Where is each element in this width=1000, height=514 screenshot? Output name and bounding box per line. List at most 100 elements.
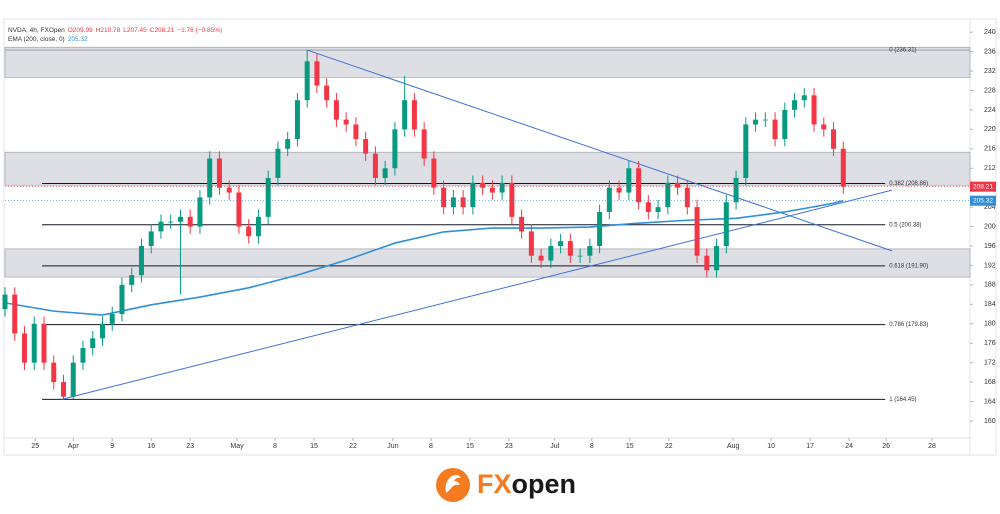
ema-price-text: 205.32 <box>973 197 993 204</box>
last-price-tag <box>970 181 996 192</box>
candle-body <box>743 124 749 178</box>
y-tick-label: 200 <box>984 223 996 230</box>
y-tick-label: 196 <box>984 243 996 250</box>
candle-body <box>499 182 505 193</box>
x-tick-label: 26 <box>882 443 890 450</box>
candle-body <box>294 100 300 140</box>
candle-body <box>548 245 554 261</box>
candle-body <box>372 153 378 178</box>
open: O209.99 <box>67 27 93 34</box>
x-tick-label: Apr <box>68 443 80 450</box>
x-tick-label: 9 <box>110 443 114 450</box>
candle-body <box>811 95 817 125</box>
candle-body <box>567 241 573 256</box>
candle-body <box>782 109 788 140</box>
x-tick-label: 28 <box>928 443 936 450</box>
zone <box>4 151 971 186</box>
y-tick-label: 192 <box>984 262 996 269</box>
ema-name: EMA (200, close, 0) <box>8 36 65 43</box>
candle-body <box>70 362 76 397</box>
candle-body <box>597 211 603 246</box>
x-tick-label: 8 <box>273 443 277 450</box>
candle-body <box>12 294 18 334</box>
y-tick-label: 184 <box>984 301 996 308</box>
candle-body <box>31 323 37 363</box>
x-tick-label: 15 <box>466 443 474 450</box>
x-tick-label: Aug <box>727 443 740 450</box>
candle-body <box>733 177 739 203</box>
high: H210.78 <box>95 27 121 34</box>
change: −1.78 (−0.85%) <box>177 27 223 34</box>
candle-body <box>382 168 388 178</box>
candle-body <box>197 197 203 227</box>
logo-fx: FX <box>477 469 512 499</box>
candle-body <box>460 197 466 208</box>
candle-body <box>255 216 261 237</box>
zone <box>4 248 971 278</box>
fib-label: 0.618 (191.90) <box>889 264 928 270</box>
y-tick-label: 172 <box>984 359 996 366</box>
y-tick-label: 240 <box>984 29 996 36</box>
candle-body <box>60 382 66 397</box>
x-tick-label: 16 <box>147 443 155 450</box>
x-tick-label: 15 <box>310 443 318 450</box>
candle-body <box>90 338 96 349</box>
candle-body <box>723 202 729 246</box>
candle-body <box>148 231 154 246</box>
candle-body <box>441 187 447 208</box>
candle-body <box>168 221 174 223</box>
x-tick-label: 17 <box>806 443 814 450</box>
candle-body <box>21 333 27 363</box>
trendline <box>61 189 893 400</box>
candle-body <box>314 61 320 86</box>
legend-header: NVDA, 4h, FXOpen O209.99 H210.78 L207.45 C20… <box>8 26 222 44</box>
candle-body <box>470 182 476 208</box>
candle-body <box>265 177 271 217</box>
fib-label: 0 (236.31) <box>889 48 916 54</box>
y-tick-label: 176 <box>984 340 996 347</box>
x-tick-label: 15 <box>626 443 634 450</box>
logo-icon-mark <box>445 474 461 493</box>
candle-body <box>226 187 232 193</box>
candle-body <box>675 182 681 188</box>
x-tick-label: 23 <box>505 443 513 450</box>
close: C208.21 <box>149 27 175 34</box>
fib-label: 0.5 (200.38) <box>889 222 921 228</box>
candle-body <box>519 216 525 232</box>
candle-body <box>626 168 632 193</box>
y-tick-label: 228 <box>984 87 996 94</box>
candle-body <box>792 100 798 110</box>
candle-body <box>421 129 427 159</box>
candle-body <box>187 216 193 227</box>
candle-body <box>528 231 534 256</box>
x-tick-label: 10 <box>767 443 775 450</box>
candle-body <box>704 255 710 271</box>
symbol-row: NVDA, 4h, FXOpen O209.99 H210.78 L207.45 C20… <box>8 26 222 35</box>
y-tick-label: 188 <box>984 282 996 289</box>
x-tick-label: 24 <box>845 443 853 450</box>
candle-body <box>392 129 398 169</box>
fib-label: 1 (164.45) <box>889 397 916 403</box>
candle-body <box>489 187 495 193</box>
y-tick-label: 212 <box>984 165 996 172</box>
candle-body <box>402 100 408 130</box>
candle-body <box>801 95 807 101</box>
candle-body <box>684 187 690 208</box>
candle-body <box>606 187 612 212</box>
ema-price-tag <box>970 195 996 206</box>
candle-body <box>772 119 778 140</box>
candle-body <box>80 348 86 363</box>
x-tick-label: 23 <box>186 443 194 450</box>
logo-text: FXopen <box>477 469 576 499</box>
candle-body <box>431 158 437 188</box>
candle-body <box>714 245 720 271</box>
candle-body <box>616 187 622 193</box>
candle-body <box>285 139 291 149</box>
y-tick-label: 232 <box>984 68 996 75</box>
candle-body <box>480 182 486 188</box>
zone <box>4 46 971 78</box>
candle-body <box>587 245 593 256</box>
y-tick-label: 204 <box>984 204 996 211</box>
y-tick-label: 180 <box>984 321 996 328</box>
